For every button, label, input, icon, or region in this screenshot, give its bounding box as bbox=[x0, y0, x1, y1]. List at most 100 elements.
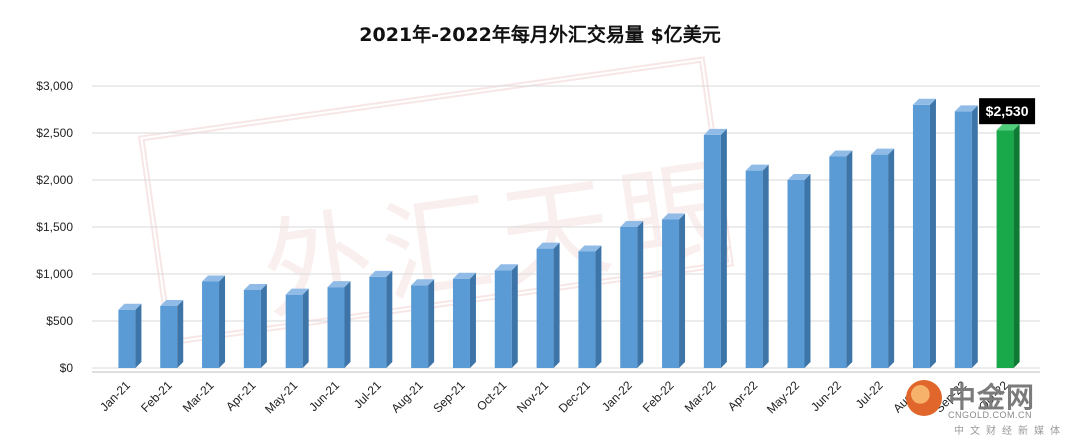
bar-front bbox=[620, 227, 638, 368]
bar-side bbox=[637, 221, 644, 368]
x-tick-label: Jan-22 bbox=[599, 378, 635, 414]
bar-top bbox=[285, 288, 309, 295]
y-tick-label: $3,000 bbox=[36, 79, 73, 93]
bar-front bbox=[369, 276, 387, 368]
bar-front bbox=[745, 170, 763, 368]
bar-side bbox=[302, 288, 309, 368]
bar bbox=[369, 270, 393, 368]
bar-top bbox=[327, 281, 351, 288]
x-tick-label: Feb-21 bbox=[138, 378, 175, 415]
bar bbox=[243, 283, 267, 368]
bar-top bbox=[954, 105, 978, 112]
bar-side bbox=[135, 303, 142, 368]
bar-top bbox=[243, 283, 267, 290]
site-logo-url: CNGOLD.COM.CN bbox=[948, 410, 1033, 420]
bar-side bbox=[260, 283, 267, 368]
bar-front bbox=[243, 289, 261, 368]
x-tick-label: Jun-21 bbox=[306, 378, 342, 414]
bar-side bbox=[679, 213, 686, 368]
y-tick-label: $1,500 bbox=[36, 220, 73, 234]
bar-side bbox=[804, 174, 811, 368]
x-tick-label: Jul-21 bbox=[351, 378, 384, 411]
bar-top bbox=[369, 270, 393, 277]
bar-front bbox=[160, 305, 178, 368]
bar-front bbox=[536, 248, 554, 368]
bar bbox=[662, 213, 686, 368]
bar-front bbox=[327, 287, 345, 368]
bar-front bbox=[954, 111, 972, 368]
site-watermark: 中金网 CNGOLD.COM.CN 中文财经新媒体 bbox=[906, 376, 1066, 437]
bar-side bbox=[971, 105, 978, 368]
bar-top bbox=[996, 124, 1020, 131]
bar-side bbox=[720, 128, 727, 368]
x-tick-label: May-21 bbox=[262, 378, 300, 416]
data-label: $2,530 bbox=[986, 103, 1029, 119]
y-tick-label: $0 bbox=[60, 361, 74, 375]
bar-side bbox=[511, 264, 518, 368]
bar bbox=[494, 264, 518, 368]
bar-side bbox=[929, 98, 936, 369]
y-tick-label: $2,500 bbox=[36, 126, 73, 140]
bar bbox=[160, 299, 184, 368]
bar bbox=[285, 288, 309, 368]
bar-side bbox=[344, 281, 351, 368]
bar-top bbox=[452, 272, 476, 279]
bar-top bbox=[703, 128, 727, 135]
bar-front bbox=[452, 278, 470, 368]
bar-front bbox=[996, 130, 1014, 368]
bar-top bbox=[536, 242, 560, 249]
bar-front bbox=[871, 154, 889, 368]
bar bbox=[787, 174, 811, 368]
bar bbox=[954, 105, 978, 368]
data-label-box bbox=[979, 98, 1036, 125]
bar-front bbox=[411, 285, 429, 368]
bar-top bbox=[411, 279, 435, 286]
bar-front bbox=[912, 104, 930, 369]
bar-side bbox=[386, 270, 393, 368]
x-tick-label: Jan-21 bbox=[97, 378, 133, 414]
bar bbox=[118, 303, 142, 368]
x-tick-label: Nov-21 bbox=[514, 378, 551, 415]
x-tick-label: Feb-22 bbox=[640, 378, 677, 415]
bar-side bbox=[219, 275, 226, 368]
bar bbox=[452, 272, 476, 368]
bar-top bbox=[662, 213, 686, 220]
bar-side bbox=[177, 299, 184, 368]
bar-side bbox=[888, 148, 895, 368]
x-tick-label: Mar-21 bbox=[180, 378, 217, 415]
bar bbox=[745, 164, 769, 368]
bar-top bbox=[160, 299, 184, 306]
bar bbox=[411, 279, 435, 368]
bar-top bbox=[787, 174, 811, 180]
bar bbox=[871, 148, 895, 368]
bar-top bbox=[871, 148, 895, 155]
x-tick-label: Apr-21 bbox=[223, 378, 259, 414]
bar-side bbox=[1013, 124, 1020, 369]
x-tick-label: Apr-22 bbox=[725, 378, 761, 414]
bar-top bbox=[912, 98, 936, 105]
bar-front bbox=[787, 180, 805, 368]
x-tick-label: Jun-22 bbox=[808, 378, 844, 414]
chart-title: 2021年-2022年每月外汇交易量 $亿美元 bbox=[359, 24, 721, 46]
bar-side bbox=[846, 150, 853, 368]
bar-side bbox=[553, 242, 560, 368]
x-tick-label: Aug-21 bbox=[388, 378, 425, 415]
x-tick-label: Mar-22 bbox=[682, 378, 719, 415]
bar-top bbox=[202, 275, 226, 282]
site-logo-name: 中金网 bbox=[948, 381, 1036, 414]
bar-top bbox=[494, 264, 518, 271]
bar-side bbox=[469, 272, 476, 368]
y-tick-label: $500 bbox=[46, 314, 73, 328]
site-logo-tagline: 中文财经新媒体 bbox=[954, 426, 1066, 437]
bar bbox=[578, 245, 602, 368]
bar-top bbox=[745, 164, 769, 171]
bar-side bbox=[428, 279, 435, 368]
bar-front bbox=[703, 134, 721, 368]
bar-top bbox=[578, 245, 602, 252]
bar bbox=[912, 98, 936, 369]
site-logo-icon bbox=[906, 380, 942, 416]
x-tick-label: Oct-21 bbox=[474, 378, 510, 414]
bar-top bbox=[829, 150, 853, 157]
bar-side bbox=[762, 164, 769, 368]
bar-front bbox=[578, 251, 596, 368]
